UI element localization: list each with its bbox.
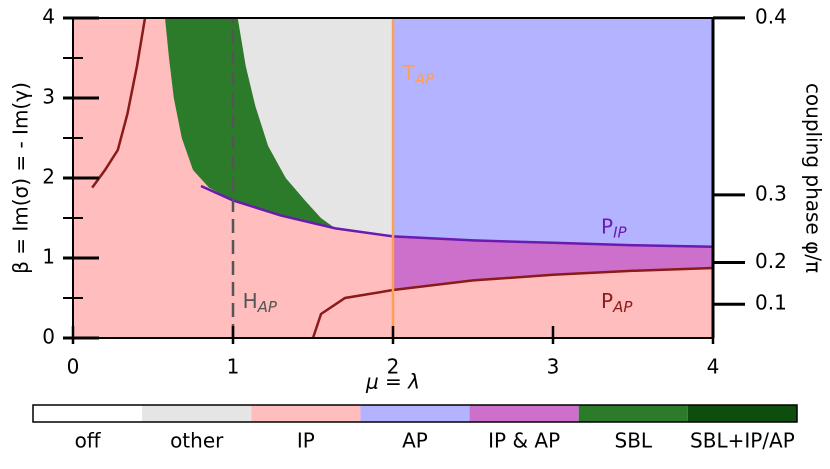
region <box>237 18 393 237</box>
line-label-main: P <box>601 214 613 238</box>
x-tick-label: 2 <box>387 355 400 379</box>
legend-frame <box>32 404 798 423</box>
legend-swatch <box>360 405 470 422</box>
y-tick-label: 3 <box>42 85 55 109</box>
x-tick-label: 1 <box>227 355 240 379</box>
line-label-main: T <box>402 61 416 85</box>
line-label-sub: IP <box>613 223 627 241</box>
legend-label: SBL+IP/AP <box>690 429 795 453</box>
legend-label: IP <box>297 429 315 453</box>
y2-tick-label: 0.2 <box>755 249 787 273</box>
region <box>393 18 713 247</box>
line-label-main: H <box>243 289 258 313</box>
legend-label: off <box>75 429 102 453</box>
region <box>393 236 713 290</box>
y2-tick-label: 0.3 <box>755 181 787 205</box>
legend-label: AP <box>402 429 428 453</box>
line-label: TAP <box>402 61 435 88</box>
legend-swatch <box>251 405 361 422</box>
legend-label: SBL <box>615 429 653 453</box>
x-tick-label: 0 <box>67 355 80 379</box>
line-label: PAP <box>601 289 633 316</box>
x-tick-label: 4 <box>707 355 720 379</box>
legend-swatch <box>578 405 688 422</box>
y-tick-label: 4 <box>42 5 55 29</box>
y-tick-label: 2 <box>42 165 55 189</box>
line-label-sub: AP <box>257 298 278 316</box>
region <box>165 18 336 229</box>
line-label-main: P <box>601 289 613 313</box>
legend-label: other <box>170 429 224 453</box>
x-axis-label: μ = λ <box>365 370 420 394</box>
y2-axis-label: coupling phase φ/π <box>802 83 826 273</box>
y-tick-label: 1 <box>42 245 55 269</box>
line-label-sub: AP <box>612 298 633 316</box>
y-axis-label: β = Im(σ) = - Im(γ) <box>9 82 33 274</box>
boundary-line <box>91 17 714 339</box>
y2-tick-label: 0.1 <box>755 291 787 315</box>
line-label: HAP <box>243 289 278 316</box>
y2-tick-label: 0.4 <box>755 4 787 28</box>
legend-swatch <box>469 405 579 422</box>
legend-label: IP & AP <box>488 429 560 453</box>
legend-swatch <box>687 405 797 422</box>
legend-swatch <box>142 405 252 422</box>
line-label-sub: AP <box>414 70 435 88</box>
legend-swatch <box>33 405 143 422</box>
x-tick-label: 3 <box>547 355 560 379</box>
y-tick-label: 0 <box>42 325 55 349</box>
line-label: PIP <box>601 214 627 241</box>
